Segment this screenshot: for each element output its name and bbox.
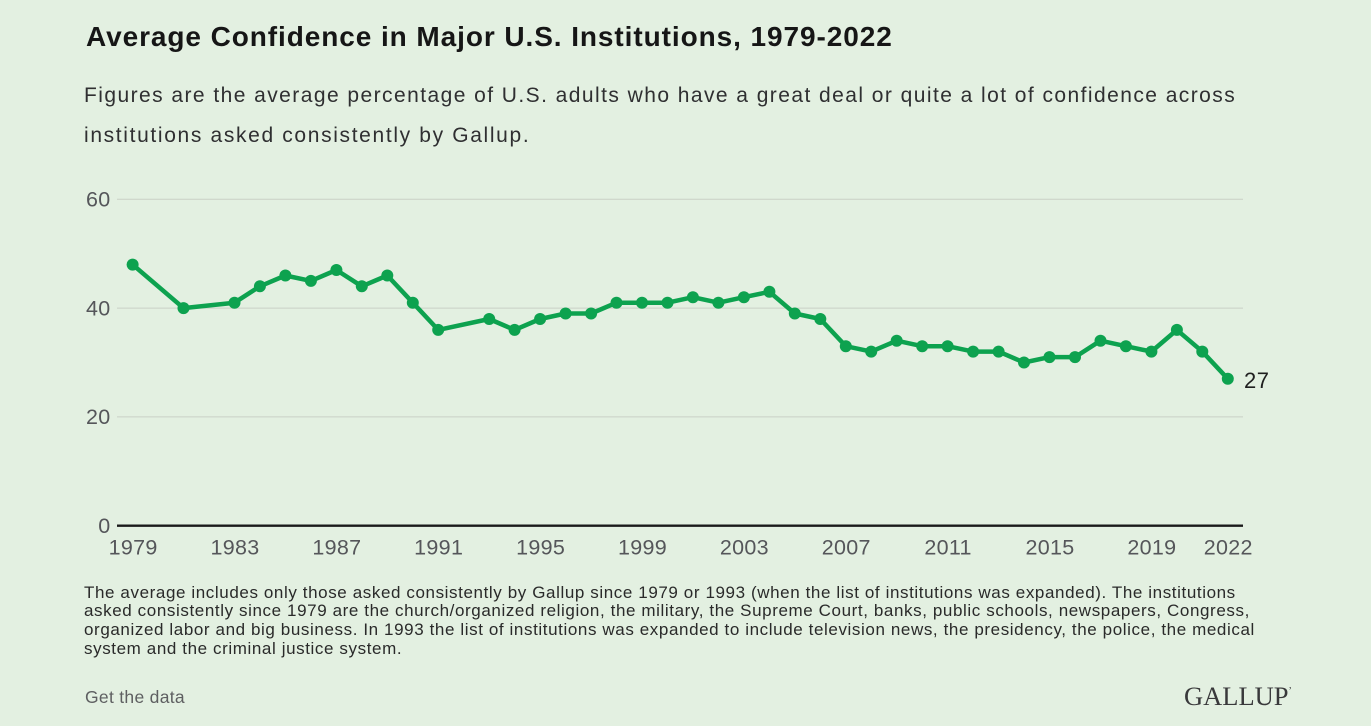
svg-text:40: 40 xyxy=(86,296,111,320)
svg-text:2019: 2019 xyxy=(1127,535,1176,559)
svg-text:2011: 2011 xyxy=(924,535,971,559)
svg-text:1991: 1991 xyxy=(414,535,463,559)
svg-text:2022: 2022 xyxy=(1204,535,1253,559)
svg-text:1999: 1999 xyxy=(618,535,667,559)
svg-text:60: 60 xyxy=(86,188,111,212)
svg-text:27: 27 xyxy=(1244,368,1269,393)
svg-text:20: 20 xyxy=(86,405,111,429)
svg-text:1983: 1983 xyxy=(210,535,259,559)
svg-text:2003: 2003 xyxy=(720,535,769,559)
svg-text:0: 0 xyxy=(98,514,110,538)
svg-text:1979: 1979 xyxy=(109,535,158,559)
svg-text:2015: 2015 xyxy=(1025,535,1074,559)
svg-text:1995: 1995 xyxy=(516,535,565,559)
svg-text:2007: 2007 xyxy=(822,535,871,559)
svg-text:1987: 1987 xyxy=(312,535,361,559)
